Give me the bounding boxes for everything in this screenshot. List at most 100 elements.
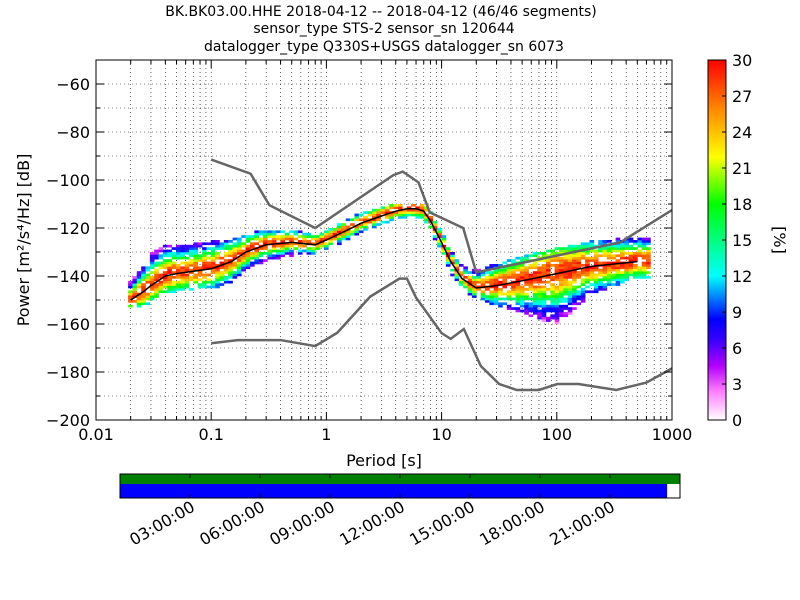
psd-cell xyxy=(236,252,242,255)
psd-cell xyxy=(149,288,155,291)
psd-cell xyxy=(541,288,547,291)
psd-cell xyxy=(162,252,168,255)
psd-cell xyxy=(489,271,495,274)
psd-cell xyxy=(371,218,377,222)
psd-cell xyxy=(193,256,199,260)
psd-cell xyxy=(559,268,564,272)
psd-cell xyxy=(241,268,246,272)
psd-cell xyxy=(284,252,290,255)
psd-cell xyxy=(545,249,551,253)
psd-cell xyxy=(310,235,316,238)
psd-cell xyxy=(593,254,599,258)
psd-cell xyxy=(175,247,181,250)
psd-cell xyxy=(541,259,547,262)
psd-cell xyxy=(171,256,177,260)
psd-cell xyxy=(489,297,495,301)
y-tick-label: −100 xyxy=(46,171,90,190)
psd-cell xyxy=(215,264,220,267)
psd-cell xyxy=(537,252,542,255)
psd-cell xyxy=(228,261,233,265)
psd-cell xyxy=(258,232,264,236)
psd-cell xyxy=(576,295,582,298)
psd-cell xyxy=(515,264,521,267)
psd-cell xyxy=(615,283,621,286)
psd-cell xyxy=(258,261,264,265)
psd-cell xyxy=(415,211,421,214)
psd-cell xyxy=(519,268,525,272)
psd-cell xyxy=(280,252,286,255)
psd-cell xyxy=(254,249,259,253)
psd-cell xyxy=(502,292,508,296)
psd-cell xyxy=(476,278,481,282)
psd-cell xyxy=(489,276,495,279)
psd-cell xyxy=(471,268,477,272)
psd-cell xyxy=(624,252,629,255)
psd-cell xyxy=(162,264,168,267)
psd-cell xyxy=(602,242,608,246)
psd-cell xyxy=(593,249,599,253)
psd-cell xyxy=(528,304,534,308)
psd-cell xyxy=(541,307,547,310)
psd-cell xyxy=(598,271,603,274)
psd-cell xyxy=(236,264,242,267)
psd-cell xyxy=(528,285,534,289)
psd-cell xyxy=(598,242,603,246)
psd-cell xyxy=(184,276,190,279)
psd-cell xyxy=(206,266,212,270)
psd-cell xyxy=(580,288,586,291)
psd-cell xyxy=(572,288,577,291)
psd-cell xyxy=(563,247,569,250)
psd-cell xyxy=(158,273,164,277)
psd-cell xyxy=(619,278,625,282)
psd-cell xyxy=(167,249,172,253)
psd-cell xyxy=(541,309,547,313)
psd-cell xyxy=(210,280,216,284)
psd-cell xyxy=(559,309,564,313)
psd-cell xyxy=(210,242,216,246)
psd-cell xyxy=(576,259,582,262)
psd-cell xyxy=(197,244,203,248)
psd-cell xyxy=(498,288,503,291)
psd-cell xyxy=(241,249,246,253)
psd-cell xyxy=(219,266,225,270)
psd-cell xyxy=(498,271,503,274)
psd-cell xyxy=(563,268,569,272)
psd-cell xyxy=(258,230,264,234)
psd-cell xyxy=(537,295,542,298)
psd-cell xyxy=(245,254,251,258)
psd-cell xyxy=(167,280,172,284)
psd-cell xyxy=(236,268,242,272)
psd-cell xyxy=(145,297,151,301)
psd-cell xyxy=(175,252,181,255)
psd-cell xyxy=(606,249,612,253)
psd-cell xyxy=(206,278,212,282)
psd-cell xyxy=(524,280,529,284)
psd-cell xyxy=(589,276,595,279)
psd-cell xyxy=(541,292,547,296)
psd-cell xyxy=(419,211,425,214)
psd-cell xyxy=(480,278,486,282)
psd-cell xyxy=(567,280,573,284)
psd-cell xyxy=(162,259,168,262)
psd-cell xyxy=(624,240,629,243)
psd-cell xyxy=(162,283,168,286)
psd-cell xyxy=(559,295,564,298)
psd-cell xyxy=(606,276,612,279)
psd-cell xyxy=(167,276,172,279)
psd-cell xyxy=(171,280,177,284)
psd-cell xyxy=(354,232,360,236)
psd-cell xyxy=(411,204,416,207)
psd-cell xyxy=(149,261,155,265)
psd-cell xyxy=(593,261,599,265)
psd-cell xyxy=(210,285,216,289)
psd-cell xyxy=(210,254,216,258)
psd-cell xyxy=(210,256,216,260)
psd-cell xyxy=(197,254,203,258)
psd-cell xyxy=(289,244,294,248)
psd-cell xyxy=(646,252,651,255)
psd-cell xyxy=(458,271,464,274)
psd-cell xyxy=(236,242,242,246)
psd-cell xyxy=(563,314,569,318)
psd-cell xyxy=(276,230,281,234)
psd-cell xyxy=(241,242,246,246)
